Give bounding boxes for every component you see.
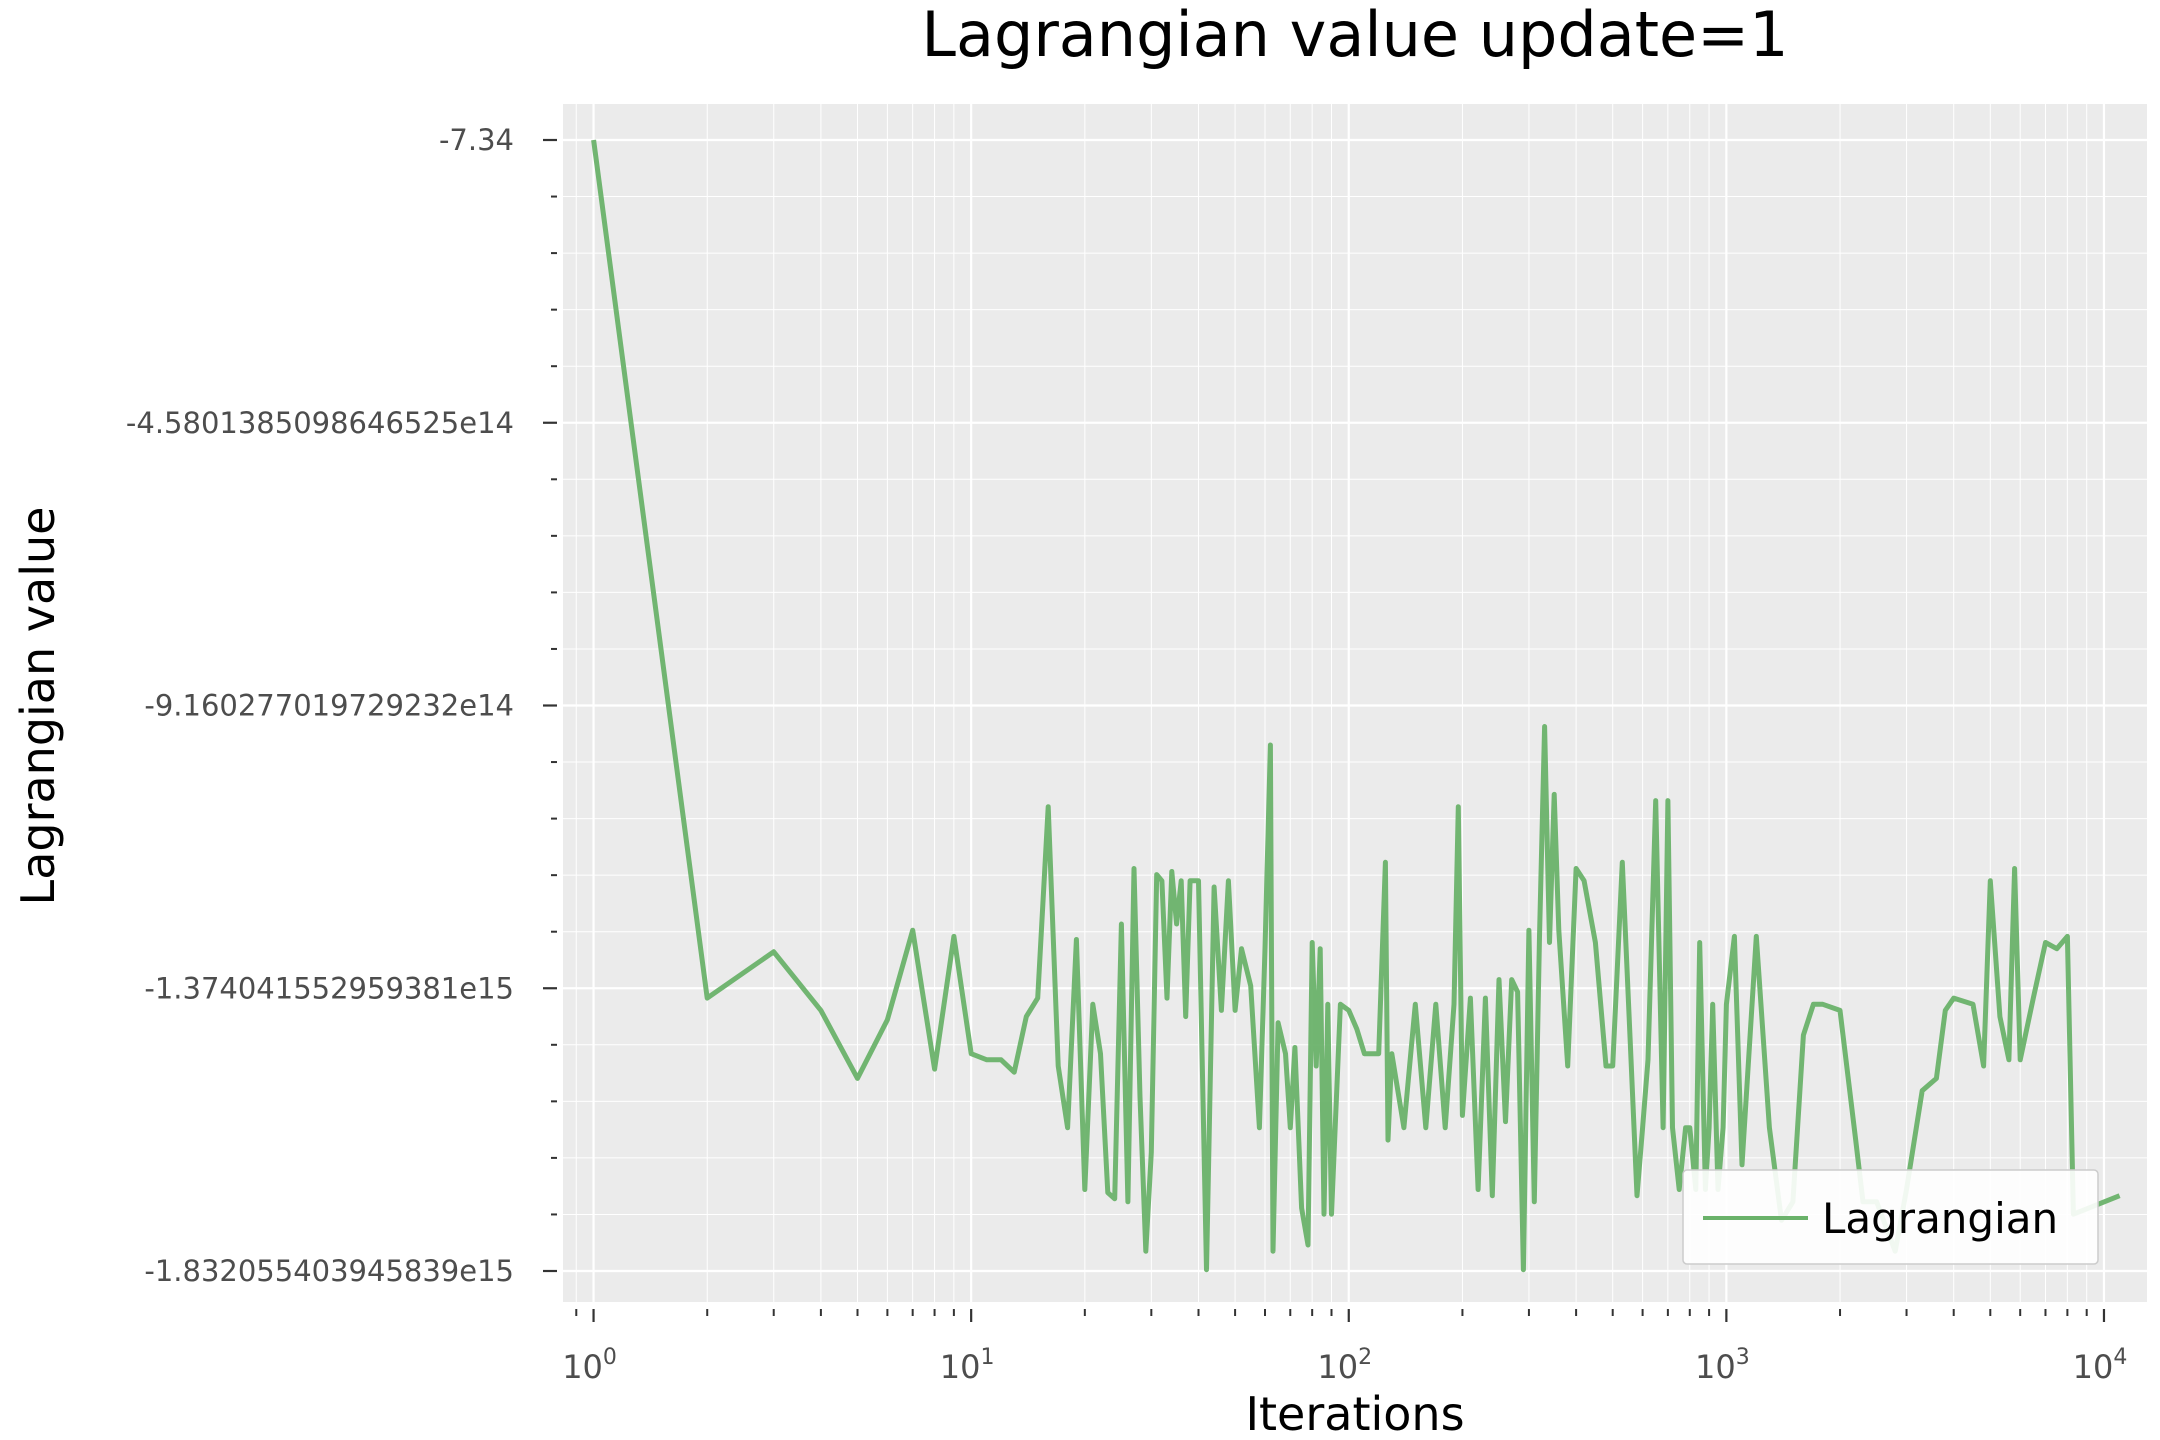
- x-tick-label: 100: [562, 1345, 617, 1386]
- major-gridlines: [563, 104, 2147, 1302]
- x-tick-label: 104: [2073, 1345, 2128, 1386]
- chart-title: Lagrangian value update=1: [921, 0, 1788, 71]
- y-tick-label: -1.832055403945839e15: [144, 1254, 514, 1288]
- x-axis-label: Iterations: [1245, 1387, 1464, 1440]
- y-axis-ticks: -7.34 -4.5801385098646525e14 -9.1602770197…: [126, 123, 557, 1288]
- legend-box: [1682, 1169, 2099, 1265]
- y-tick-label: -1.374041552959381e15: [144, 971, 514, 1005]
- x-axis-ticks: 100 101 102 103 104: [562, 1309, 2127, 1386]
- y-tick-label: -4.5801385098646525e14: [126, 406, 514, 440]
- legend: Lagrangian: [1682, 1169, 2099, 1265]
- plot-background: [563, 104, 2147, 1302]
- legend-label-lagrangian: Lagrangian: [1822, 1194, 2058, 1243]
- x-tick-label: 102: [1317, 1345, 1372, 1386]
- y-tick-label: -7.34: [439, 123, 514, 157]
- x-tick-label: 103: [1695, 1345, 1750, 1386]
- x-tick-label: 101: [940, 1345, 995, 1386]
- y-axis-label: Lagrangian value: [11, 507, 65, 906]
- series-line-lagrangian: [591, 139, 2121, 1273]
- minor-gridlines: [563, 104, 2147, 1302]
- series-layer: [591, 139, 2121, 1273]
- y-tick-label: -9.160277019729232e14: [144, 689, 514, 723]
